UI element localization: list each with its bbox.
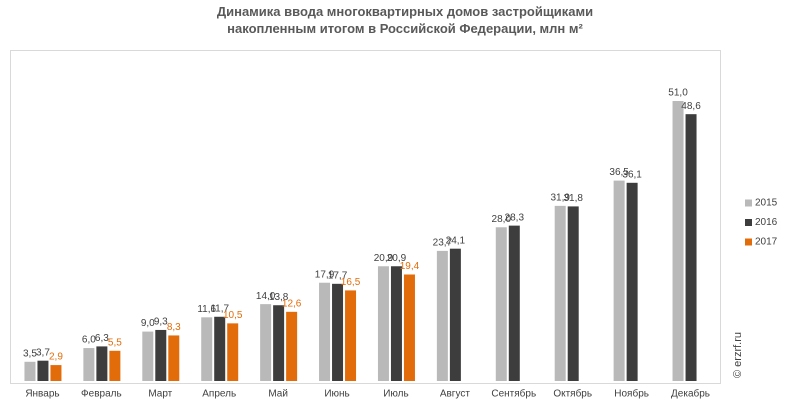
bar [436, 250, 448, 381]
bar [495, 227, 507, 381]
bar [96, 346, 108, 381]
data-label: 3,5 [23, 348, 37, 359]
data-label: 23,7 [433, 238, 453, 249]
legend-label: 2017 [755, 237, 778, 248]
bar [403, 274, 415, 381]
x-tick-label: Март [148, 389, 172, 400]
bar [83, 348, 95, 381]
data-label: 11,6 [197, 304, 216, 315]
bar [449, 248, 461, 381]
bar [626, 182, 638, 381]
x-tick-label: Апрель [202, 389, 236, 400]
data-label: 28,3 [505, 212, 525, 223]
legend-swatch [745, 199, 752, 207]
bar [273, 305, 285, 381]
data-label: 51,0 [668, 88, 688, 99]
data-label: 28,0 [492, 214, 512, 225]
data-label: 14,0 [256, 291, 276, 302]
bar [214, 316, 226, 381]
bar [554, 205, 566, 381]
bar [24, 361, 36, 381]
x-tick-label: Январь [25, 389, 59, 400]
x-tick-label: Август [440, 389, 471, 400]
x-tick-label: Февраль [81, 389, 122, 400]
bar [37, 360, 49, 381]
bar [109, 350, 121, 381]
data-label: 17,9 [315, 269, 335, 280]
x-tick-label: Октябрь [553, 388, 592, 400]
bar [201, 317, 213, 381]
bar [345, 290, 357, 381]
x-tick-label: Июль [383, 389, 409, 400]
data-label: 2,9 [49, 352, 63, 363]
bar [390, 266, 402, 381]
legend-swatch [745, 238, 752, 246]
data-label: 6,3 [95, 333, 109, 344]
data-label: 17,7 [328, 270, 348, 281]
plot-frame [10, 50, 721, 384]
x-tick-label: Декабрь [671, 388, 710, 400]
data-label: 48,6 [681, 101, 701, 112]
data-label: 24,1 [446, 235, 466, 246]
bar [50, 365, 62, 381]
bar [567, 206, 579, 381]
bar [332, 283, 344, 381]
bar [377, 266, 389, 381]
x-tick-label: Июнь [324, 389, 349, 400]
bar [672, 101, 684, 381]
data-label: 8,3 [167, 322, 181, 333]
data-label: 13,8 [269, 292, 289, 303]
bar [155, 329, 167, 381]
data-label: 36,1 [622, 169, 642, 180]
watermark: © erzrf.ru [732, 332, 744, 378]
data-label: 36,5 [609, 167, 629, 178]
data-label: 5,5 [108, 337, 122, 348]
data-label: 11,7 [210, 303, 229, 314]
data-label: 20,9 [374, 253, 394, 264]
data-label: 10,5 [223, 310, 243, 321]
bar [142, 331, 154, 381]
legend-swatch [745, 219, 752, 226]
data-label: 9,3 [154, 317, 168, 328]
legend-label: 2016 [755, 217, 778, 228]
bar [260, 304, 272, 381]
data-label: 16,5 [341, 277, 361, 288]
bar [508, 225, 520, 381]
data-label: 31,8 [563, 193, 583, 204]
bar [168, 335, 180, 381]
data-label: 6,0 [82, 335, 96, 346]
data-label: 12,6 [282, 298, 302, 309]
x-tick-label: Ноябрь [614, 388, 649, 400]
data-label: 3,7 [36, 347, 50, 358]
data-label: 19,4 [400, 261, 420, 272]
bar [319, 282, 331, 381]
x-tick-label: Сентябрь [491, 388, 536, 400]
bar [227, 323, 239, 381]
legend-label: 2015 [755, 198, 778, 209]
x-tick-label: Май [268, 389, 288, 400]
bar [613, 180, 625, 381]
data-label: 20,9 [387, 253, 407, 264]
data-label: 9,0 [141, 318, 155, 329]
data-label: 31,9 [550, 193, 570, 204]
bar [685, 114, 697, 382]
chart-title: Динамика ввода многоквартирных домов зас… [216, 4, 594, 36]
bar [286, 311, 298, 381]
